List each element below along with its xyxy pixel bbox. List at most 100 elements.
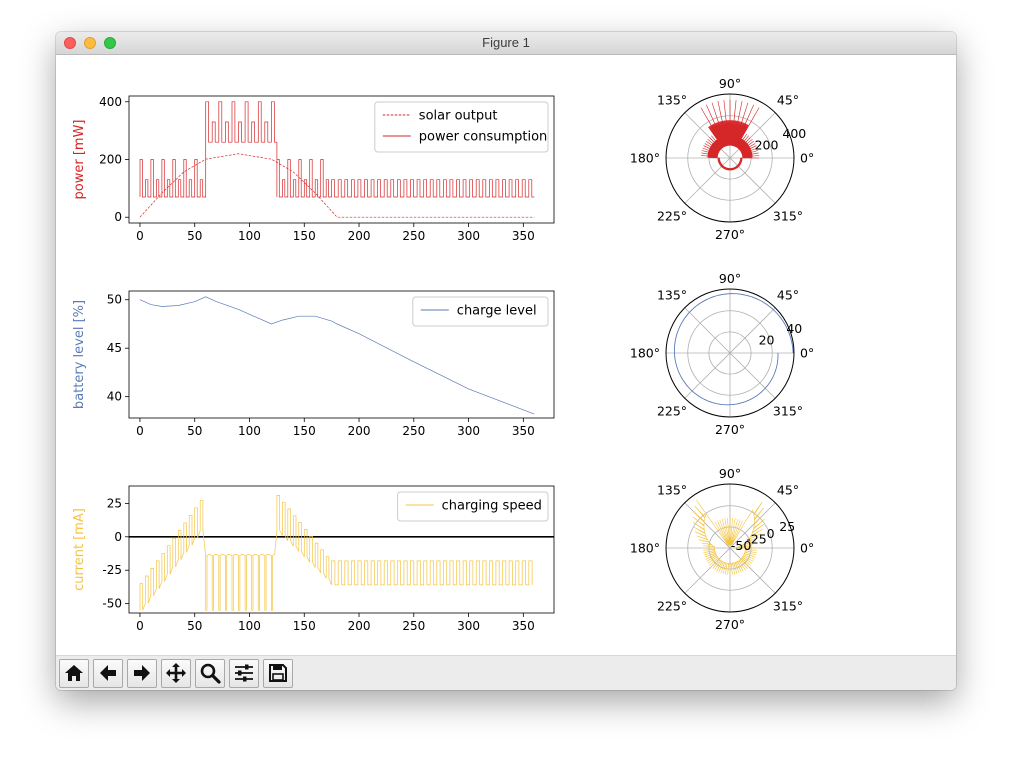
x-tick-label: 300 — [457, 424, 480, 438]
x-tick-label: 350 — [512, 424, 535, 438]
polar-current-line — [692, 500, 765, 575]
maximize-button[interactable] — [104, 37, 116, 49]
legend: solar output power consumption — [374, 101, 549, 153]
x-tick-label: 50 — [187, 424, 202, 438]
angle-tick-label: 315° — [773, 598, 803, 613]
y-axis-label: battery level [%] — [72, 300, 87, 409]
angle-tick-label: 45° — [777, 93, 799, 108]
polar-frame — [665, 93, 795, 223]
x-tick-label: 300 — [457, 619, 480, 633]
series-line-charge-level — [139, 296, 535, 415]
x-tick-label: 0 — [136, 229, 144, 243]
x-tick-label: 350 — [512, 229, 535, 243]
angle-tick-label: 135° — [657, 483, 687, 498]
legend-label: solar output — [419, 109, 498, 124]
y-tick-label: 0 — [114, 530, 122, 544]
angle-tick-label: 315° — [773, 403, 803, 418]
configure-subplots-button[interactable] — [229, 659, 259, 688]
x-tick-label: 200 — [348, 229, 371, 243]
plot-area — [139, 296, 535, 415]
radial-tick-label: 400 — [782, 126, 806, 141]
y-tick-label: 25 — [107, 496, 122, 510]
radial-tick-label: 40 — [786, 321, 802, 336]
angle-tick-label: 270° — [715, 617, 745, 632]
radial-tick-label: 20 — [759, 333, 775, 348]
home-icon — [65, 665, 83, 681]
legend-box — [412, 296, 549, 327]
polar-axes-3: 0° 45° 90° 135° 180° 225° 270° 315° -50-25 0 25 — [630, 466, 814, 632]
y-tick-label: 200 — [99, 153, 122, 167]
title-bar: Figure 1 — [56, 32, 956, 55]
angle-tick-label: 0° — [800, 541, 814, 556]
radial-tick-label: 200 — [755, 138, 779, 153]
axes-frame — [128, 290, 555, 419]
x-tick-label: 300 — [457, 229, 480, 243]
legend: charging speed — [397, 491, 549, 522]
y-axis-label: power [mW] — [72, 120, 87, 200]
save-button[interactable] — [263, 659, 293, 688]
x-tick-label: 100 — [238, 619, 261, 633]
angle-tick-label: 0° — [800, 346, 814, 361]
legend-label: charging speed — [442, 499, 542, 514]
pan-icon — [166, 663, 186, 683]
pan-button[interactable] — [161, 659, 191, 688]
navigation-toolbar — [56, 655, 956, 690]
axes-frame — [128, 485, 555, 614]
angular-grid — [684, 112, 776, 204]
figure-window: Figure 1 0 50 100 150 200 250 300 350 0 200 400 pow… — [56, 32, 956, 690]
x-tick-label: 250 — [402, 619, 425, 633]
angle-tick-label: 45° — [777, 483, 799, 498]
x-tick-label: 200 — [348, 619, 371, 633]
x-tick-label: 150 — [293, 229, 316, 243]
radial-tick-label: 25 — [779, 519, 795, 534]
legend-label: charge level — [457, 304, 537, 319]
x-tick-label: 100 — [238, 229, 261, 243]
axes-1: 0 50 100 150 200 250 300 350 0 200 400 power [mW] so… — [72, 95, 555, 243]
angle-tick-label: 0° — [800, 151, 814, 166]
x-tick-label: 100 — [238, 424, 261, 438]
angle-tick-label: 45° — [777, 288, 799, 303]
polar-frame — [665, 483, 795, 613]
y-tick-label: 0 — [114, 210, 122, 224]
y-tick-label: 400 — [99, 95, 122, 109]
home-button[interactable] — [59, 659, 89, 688]
angular-grid — [684, 307, 776, 399]
back-arrow-icon — [100, 665, 116, 681]
zoom-button[interactable] — [195, 659, 225, 688]
x-tick-label: 0 — [136, 424, 144, 438]
polar-data — [700, 99, 760, 171]
save-icon — [269, 664, 287, 682]
x-tick-label: 50 — [187, 229, 202, 243]
back-button[interactable] — [93, 659, 123, 688]
zoom-icon — [200, 663, 221, 684]
minimize-button[interactable] — [84, 37, 96, 49]
y-tick-label: -50 — [102, 597, 122, 611]
legend-label: power consumption — [419, 130, 547, 145]
x-tick-label: 250 — [402, 229, 425, 243]
angle-tick-label: 135° — [657, 288, 687, 303]
figure-canvas: 0 50 100 150 200 250 300 350 0 200 400 power [mW] so… — [56, 55, 956, 655]
angle-tick-label: 225° — [657, 598, 687, 613]
forward-button[interactable] — [127, 659, 157, 688]
series-line-charging-speed — [139, 495, 533, 611]
x-tick-label: 50 — [187, 619, 202, 633]
x-tick-label: 200 — [348, 424, 371, 438]
polar-charge-line — [673, 293, 794, 406]
angle-tick-label: 90° — [719, 271, 741, 286]
angle-tick-label: 180° — [630, 346, 660, 361]
plot-area — [129, 495, 554, 611]
close-button[interactable] — [64, 37, 76, 49]
x-tick-label: 250 — [402, 424, 425, 438]
angle-tick-label: 90° — [719, 76, 741, 91]
angle-tick-label: 225° — [657, 403, 687, 418]
plot-area — [139, 101, 535, 218]
angle-tick-label: 180° — [630, 541, 660, 556]
y-tick-label: 45 — [107, 341, 122, 355]
legend-box — [397, 491, 549, 522]
x-tick-label: 150 — [293, 424, 316, 438]
polar-axes-2: 0° 45° 90° 135° 180° 225° 270° 315° 20 40 — [630, 271, 814, 437]
x-tick-label: 0 — [136, 619, 144, 633]
polar-power-line — [700, 99, 760, 171]
